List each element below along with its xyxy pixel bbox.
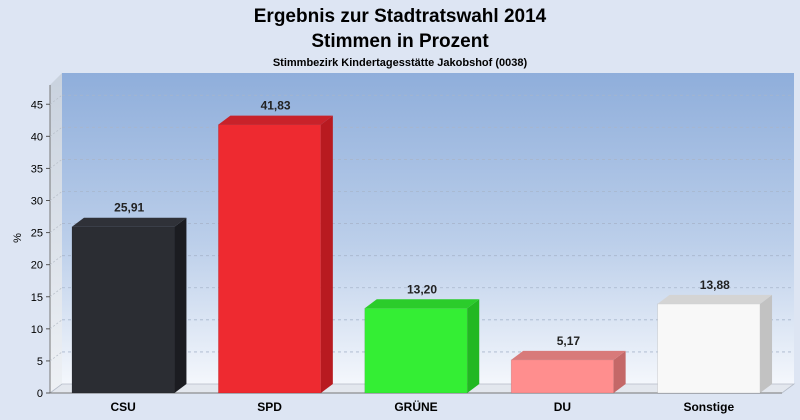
x-category-label: GRÜNE [394, 399, 437, 414]
bar-top [218, 115, 333, 125]
bars: 25,91 41,83 13,20 5,17 13,88 [71, 99, 773, 394]
bar-value-label: 5,17 [557, 334, 581, 348]
grid-line-wall [49, 94, 63, 105]
x-axis-category-labels: CSU SPD GRÜNE DU Sonstige [111, 399, 735, 414]
chart-subtitle: Stimmen in Prozent [311, 31, 489, 52]
bar-top [71, 217, 187, 227]
bar-value-label: 13,88 [700, 278, 730, 292]
x-category-label: SPD [257, 400, 282, 414]
bar-spd [218, 115, 333, 394]
y-tick-label: 45 [31, 99, 43, 111]
chart-district-label: Stimmbezirk Kindertagesstätte Jakobshof … [273, 57, 528, 69]
bar-side [467, 299, 480, 393]
y-axis-ticks: 0 5 10 15 20 25 30 35 40 45 [31, 99, 50, 400]
bar-top [364, 299, 480, 309]
y-tick-label: 35 [31, 163, 43, 175]
bar-top [511, 350, 626, 360]
bar-front [510, 359, 614, 394]
chart-title: Ergebnis zur Stadtratswahl 2014 [254, 6, 547, 27]
bar-side [174, 217, 187, 393]
y-tick-label: 25 [31, 228, 43, 240]
grid-line-wall [49, 287, 63, 298]
y-tick-label: 20 [31, 260, 43, 272]
y-tick-label: 5 [37, 356, 43, 368]
bar-side [320, 115, 333, 394]
bar-front [364, 307, 468, 394]
bar-value-label: 25,91 [114, 201, 144, 215]
grid-line-wall [49, 319, 63, 330]
bar-du [510, 350, 626, 394]
grid-line-wall [49, 127, 63, 137]
x-category-label: Sonstige [683, 400, 734, 414]
bar-front [218, 124, 322, 394]
y-tick-label: 0 [37, 388, 43, 400]
y-axis-label: % [12, 233, 24, 243]
grid-line-wall [49, 191, 63, 201]
bar-top [657, 294, 773, 304]
y-tick-label: 15 [31, 292, 43, 304]
bar-value-label: 13,20 [407, 282, 437, 296]
y-tick-label: 40 [31, 131, 43, 143]
bar-side [760, 294, 773, 393]
bar-side [613, 350, 626, 393]
y-tick-label: 30 [31, 196, 43, 208]
bar-csu [71, 217, 187, 394]
bar-grüne [364, 299, 480, 394]
x-category-label: DU [554, 400, 571, 414]
bar-sonstige [657, 294, 773, 394]
bar-value-label: 41,83 [261, 99, 291, 113]
x-category-label: CSU [111, 400, 136, 414]
grid-line-wall [49, 223, 63, 233]
y-tick-label: 10 [31, 324, 43, 336]
grid-line-wall [49, 255, 63, 265]
bar-front [657, 303, 761, 394]
grid-line-wall [49, 351, 63, 362]
bar-front [71, 226, 175, 394]
grid-line-wall [49, 159, 63, 169]
